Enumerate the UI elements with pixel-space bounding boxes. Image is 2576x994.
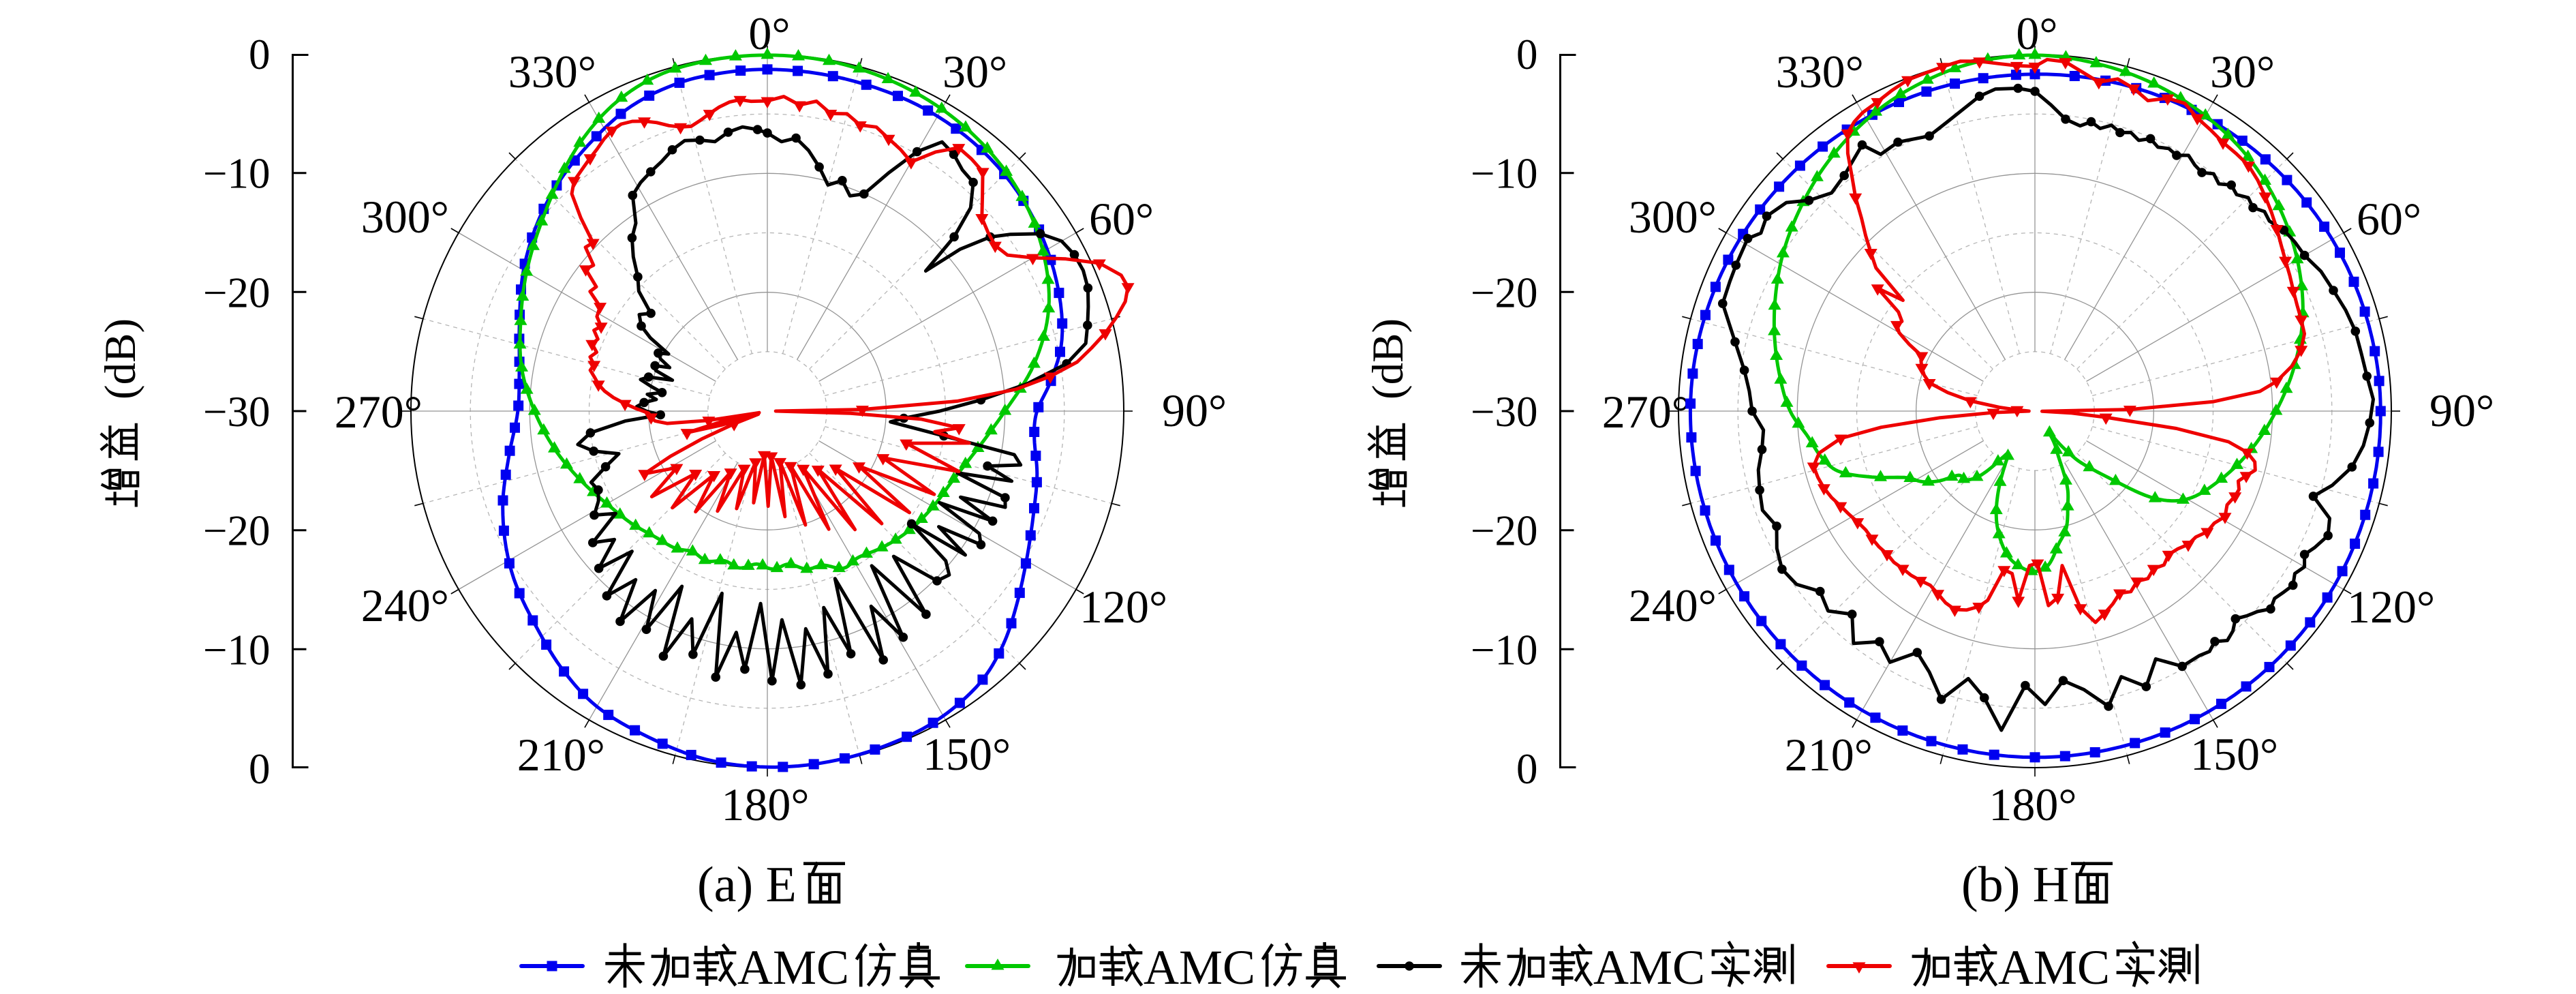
svg-text:150°: 150° bbox=[2190, 728, 2278, 780]
svg-text:−30: −30 bbox=[203, 388, 271, 436]
svg-text:0: 0 bbox=[1516, 31, 1538, 78]
svg-text:−10: −10 bbox=[203, 150, 271, 198]
svg-text:270°: 270° bbox=[1602, 386, 1690, 438]
svg-text:270°: 270° bbox=[335, 386, 423, 438]
svg-text:−20: −20 bbox=[1471, 269, 1538, 316]
svg-text:−10: −10 bbox=[1471, 626, 1538, 674]
svg-text:AMC: AMC bbox=[737, 940, 849, 994]
svg-text:180°: 180° bbox=[1989, 779, 2076, 830]
svg-text:90°: 90° bbox=[2429, 385, 2494, 436]
svg-text:60°: 60° bbox=[2357, 193, 2421, 245]
svg-text:240°: 240° bbox=[1629, 579, 1717, 631]
svg-text:330°: 330° bbox=[508, 46, 596, 97]
svg-text:0: 0 bbox=[1516, 745, 1538, 793]
svg-text:300°: 300° bbox=[361, 191, 449, 243]
svg-text:(a) E: (a) E bbox=[697, 857, 797, 913]
svg-text:120°: 120° bbox=[2347, 581, 2435, 633]
svg-text:180°: 180° bbox=[721, 779, 809, 830]
svg-text:150°: 150° bbox=[923, 728, 1011, 780]
svg-text:−10: −10 bbox=[203, 626, 271, 674]
svg-text:(dB): (dB) bbox=[96, 318, 145, 400]
svg-text:240°: 240° bbox=[361, 579, 449, 631]
svg-text:30°: 30° bbox=[942, 46, 1007, 97]
svg-text:120°: 120° bbox=[1079, 581, 1167, 633]
svg-text:−20: −20 bbox=[1471, 507, 1538, 555]
svg-text:330°: 330° bbox=[1776, 46, 1864, 97]
svg-text:210°: 210° bbox=[1785, 729, 1873, 781]
svg-text:300°: 300° bbox=[1629, 191, 1717, 243]
svg-text:0°: 0° bbox=[748, 7, 790, 59]
svg-text:AMC: AMC bbox=[1998, 940, 2110, 994]
svg-text:−20: −20 bbox=[203, 507, 271, 555]
svg-text:AMC: AMC bbox=[1144, 940, 1255, 994]
svg-text:0°: 0° bbox=[2016, 7, 2057, 59]
svg-text:(b) H: (b) H bbox=[1961, 857, 2069, 913]
svg-text:90°: 90° bbox=[1162, 385, 1227, 436]
svg-text:210°: 210° bbox=[517, 729, 605, 781]
svg-text:−30: −30 bbox=[1471, 388, 1538, 436]
svg-text:0: 0 bbox=[249, 745, 271, 793]
svg-text:AMC: AMC bbox=[1593, 940, 1705, 994]
svg-text:(dB): (dB) bbox=[1364, 318, 1413, 400]
svg-text:60°: 60° bbox=[1089, 193, 1154, 245]
svg-text:0: 0 bbox=[249, 31, 271, 78]
svg-text:−20: −20 bbox=[203, 269, 271, 316]
svg-text:30°: 30° bbox=[2210, 46, 2275, 97]
svg-text:−10: −10 bbox=[1471, 150, 1538, 198]
